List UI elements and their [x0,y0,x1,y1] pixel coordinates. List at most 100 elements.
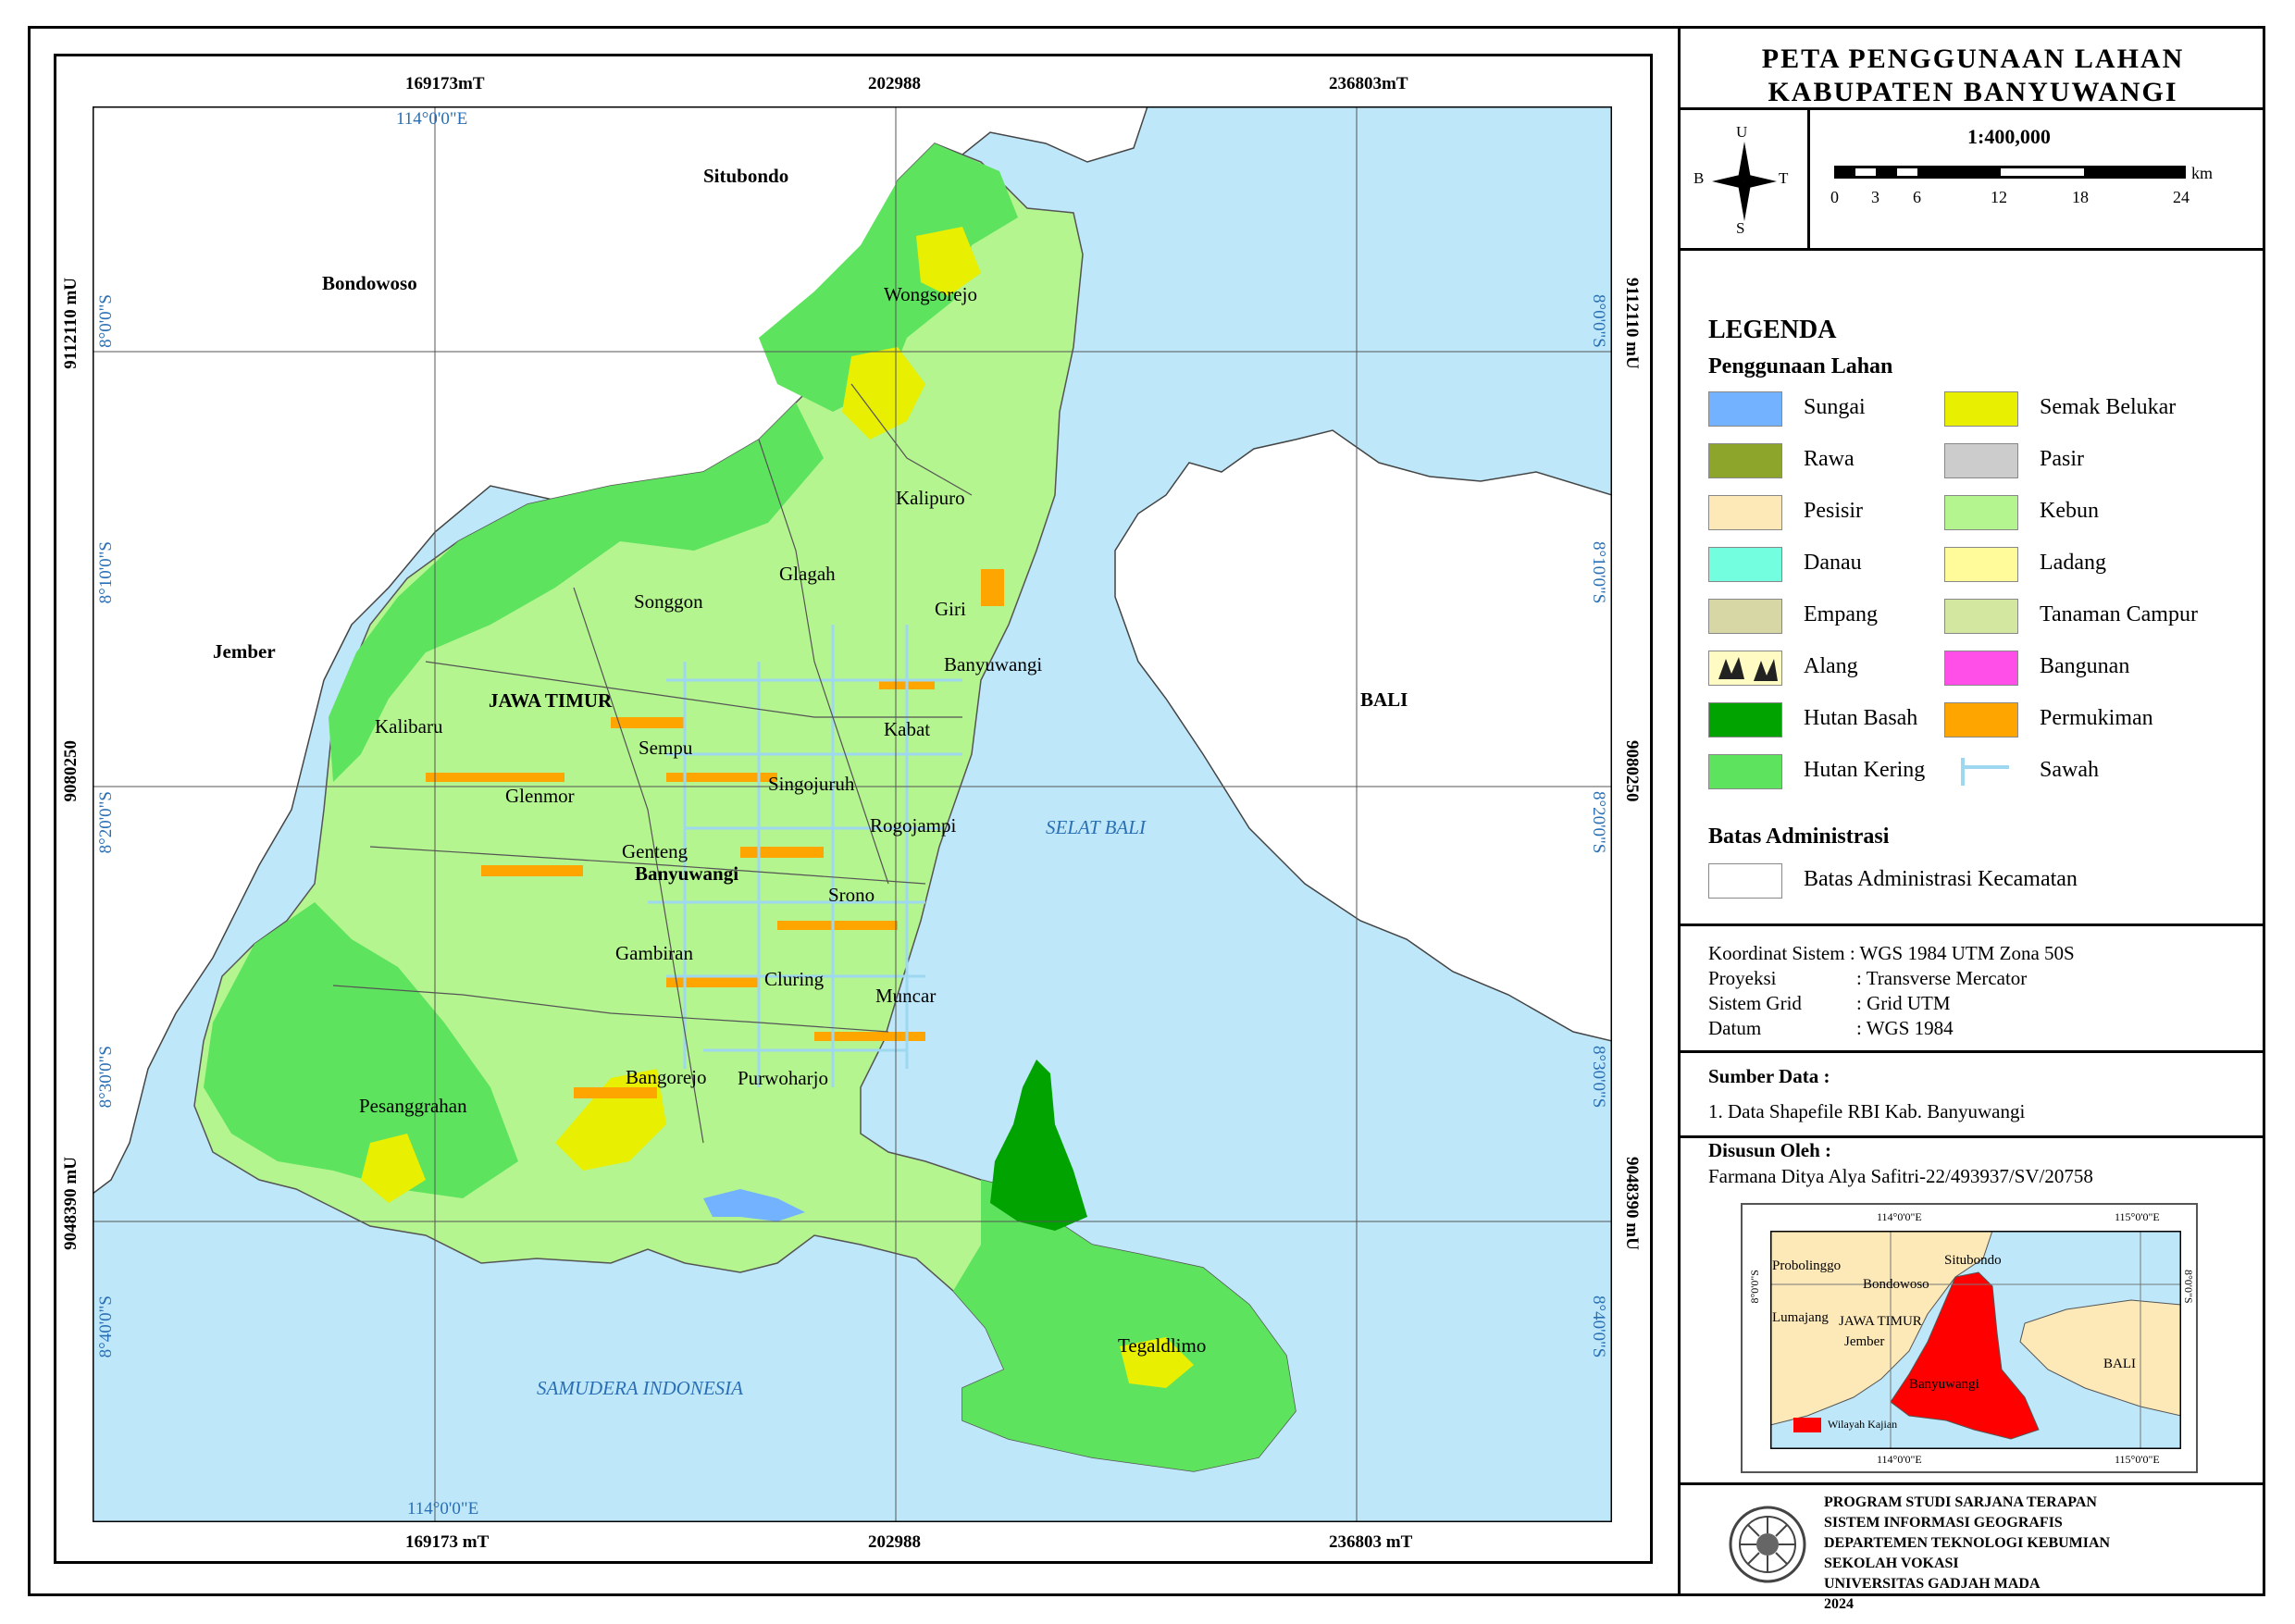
grid-label-right-1: 9112110 mU [1622,278,1642,369]
scale-ratio: 1:400,000 [1967,125,2051,148]
place-bondowoso: Bondowoso [322,272,417,294]
scale-tick-12: 12 [1991,188,2007,206]
forest-dry-west [329,403,824,782]
place-giri: Giri [935,598,966,620]
inset-place-lumajang: Lumajang [1772,1310,1829,1325]
legend-swatch-pesisir [1708,495,1782,530]
geo-label-left-2: 8°10'0"S [96,541,116,604]
legend-swatch-tanaman-campur [1944,599,2018,634]
land-use-map[interactable] [93,106,1612,1522]
forest-dry-southwest [204,902,518,1198]
legend-label-pesisir: Pesisir [1804,499,1864,523]
legend-label-empang: Empang [1804,602,1878,626]
source-section: Sumber Data : 1. Data Shapefile RBI Kab.… [1681,1053,2265,1138]
title-section: PETA PENGGUNAAN LAHAN KABUPATEN BANYUWAN… [1681,26,2265,110]
institution-line-4: SEKOLAH VOKASI [1824,1556,1959,1571]
place-genteng: Genteng [622,840,688,862]
compass-east-label: T [1779,169,1789,187]
legend-label-sawah: Sawah [2040,758,2099,782]
grid-label-top-1: 169173mT [405,74,485,93]
map-title-line-1: PETA PENGGUNAAN LAHAN [1761,43,2185,74]
grid-lines [93,106,1612,1522]
legend-swatch-pasir [1944,443,2018,478]
compass-north-label: U [1736,123,1748,141]
legend-subheading: Penggunaan Lahan [1708,354,1893,378]
inset-place-bondowoso: Bondowoso [1863,1277,1929,1292]
source-item: 1. Data Shapefile RBI Kab. Banyuwangi [1708,1100,2026,1122]
coord-key-projection: Proyeksi [1708,967,1777,989]
river [703,1189,805,1221]
neighbor-land-bali [1114,429,1612,1042]
scale-bar: 1:400,000 km 0 3 6 12 18 24 [1829,110,2254,248]
inset-place-banyuwangi: Banyuwangi [1909,1377,1979,1392]
legend-swatch-sungai [1708,391,1782,427]
grid-label-bottom-3: 236803 mT [1329,1532,1413,1552]
inset-place-jember: Jember [1844,1334,1885,1349]
shrubland-5 [916,227,981,296]
coord-key-system: Koordinat Sistem [1708,942,1845,964]
shrubland-1 [842,347,925,440]
geo-label-right-4: 8°30'0"S [1589,1046,1608,1109]
inset-place-jawa-timur: JAWA TIMUR [1839,1314,1922,1329]
scale-tick-6: 6 [1913,188,1921,206]
geo-label-bottom: 114°0'0"E [407,1499,479,1519]
place-glenmor: Glenmor [505,785,575,807]
legend-swatch-bangunan [1944,651,2018,686]
institution-line-2: SISTEM INFORMASI GEOGRAFIS [1824,1515,2063,1531]
geo-label-left-3: 8°20'0"S [96,791,116,854]
legend-label-bangunan: Bangunan [2040,654,2130,678]
scale-bar-graphic [1834,166,2186,179]
place-kalipuro: Kalipuro [896,487,965,509]
institution-section: PROGRAM STUDI SARJANA TERAPAN SISTEM INF… [1681,1485,2265,1612]
place-wongsorejo: Wongsorejo [884,283,977,305]
scale-tick-0: 0 [1830,188,1839,206]
place-srono: Srono [828,884,875,906]
place-sempu: Sempu [639,737,693,759]
map-title: PETA PENGGUNAAN LAHAN KABUPATEN BANYUWAN… [1681,26,2265,109]
forest-dry-north [759,143,1018,412]
institution-line-3: DEPARTEMEN TEKNOLOGI KEBUMIAN [1824,1535,2111,1551]
place-glagah: Glagah [779,563,836,585]
inset-legend-label: Wilayah Kajian [1828,1418,1898,1431]
place-situbondo: Situbondo [703,165,789,187]
geo-label-top: 114°0'0"E [396,109,468,129]
grid-label-right-2: 9080250 [1622,740,1642,802]
forest-wet [990,1060,1087,1231]
coord-key-datum: Datum [1708,1017,1762,1039]
legend-swatch-semak-belukar [1944,391,2018,427]
legend-swatch-rawa [1708,443,1782,478]
legend-swatch-ladang [1944,547,2018,582]
legend-swatch-hutan-kering [1708,754,1782,789]
legend-label-kebun: Kebun [2040,499,2099,523]
geo-label-right-3: 8°20'0"S [1589,791,1608,854]
inset-place-probolinggo: Probolinggo [1772,1258,1842,1273]
ugm-seal-icon [1729,1506,1806,1583]
place-songgon: Songgon [634,590,703,613]
place-kalibaru: Kalibaru [375,715,443,738]
compass-rose-icon [1712,142,1777,221]
legend-label-hutan-basah: Hutan Basah [1804,706,1918,730]
legend-label-sungai: Sungai [1804,395,1866,419]
place-selat-bali: SELAT BALI [1046,816,1146,838]
place-banyuwangi-regency: Banyuwangi [635,862,739,885]
shrubland-4 [1120,1337,1194,1388]
legend-admin-heading: Batas Administrasi [1708,824,1890,849]
neighbor-land-java [93,106,1148,1195]
inset-coord-bottom-1: 114°0'0"E [1877,1453,1922,1466]
inset-place-bali: BALI [2103,1357,2136,1371]
legend-swatch-permukiman [1944,702,2018,738]
place-kabat: Kabat [884,718,931,740]
place-singojuruh: Singojuruh [768,773,855,795]
coordinate-section: Koordinat Sistem : WGS 1984 UTM Zona 50S… [1681,926,2265,1053]
place-purwoharjo: Purwoharjo [738,1067,828,1089]
legend-label-admin: Batas Administrasi Kecamatan [1804,867,2078,891]
place-jember: Jember [213,640,276,663]
inset-coord-top-1: 114°0'0"E [1877,1210,1922,1223]
grid-label-left-2: 9080250 [61,740,81,802]
outer-frame [28,26,2265,1596]
coord-value-grid: : Grid UTM [1856,992,1951,1014]
legend-label-danau: Danau [1804,551,1862,575]
place-bali: BALI [1360,688,1408,711]
legend-label-hutan-kering: Hutan Kering [1804,758,1926,782]
legend-swatch-hutan-basah [1708,702,1782,738]
